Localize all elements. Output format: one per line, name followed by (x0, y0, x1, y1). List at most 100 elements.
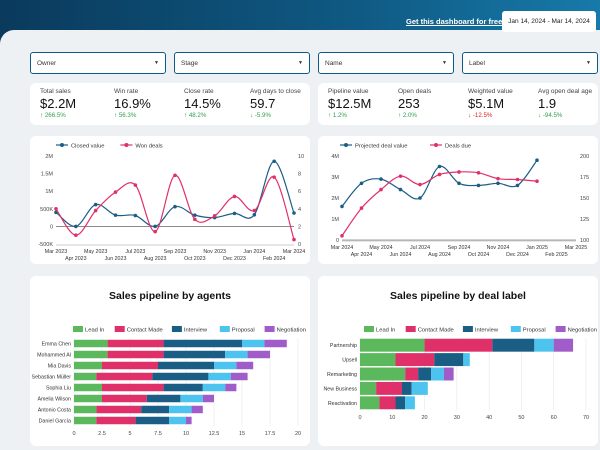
x-tick-label: Jun 2024 (390, 252, 412, 258)
data-point (173, 173, 177, 178)
data-point (74, 233, 78, 237)
kpi-value: $5.1M (468, 96, 505, 111)
x-tick-label: Jun 2023 (105, 256, 127, 262)
y-tick-right: 4 (298, 207, 301, 213)
y-tick-left: 1M (331, 217, 339, 223)
arrow-down-icon: ↓ (250, 112, 254, 119)
data-point (153, 224, 157, 229)
series-line (341, 171, 538, 237)
get-dashboard-link[interactable]: Get this dashboard for free (406, 17, 503, 26)
kpi-delta: ↓ -94.5% (538, 112, 563, 119)
legend-swatch (73, 326, 83, 332)
chevron-down-icon: ▼ (154, 60, 159, 66)
y-tick-right: 100 (580, 238, 589, 244)
legend-swatch (462, 326, 473, 332)
bar-segment (74, 383, 102, 392)
x-tick-label: Oct 2024 (468, 252, 490, 258)
legend-label: Proposal (232, 328, 255, 334)
x-tick-label: 50 (518, 415, 524, 421)
arrow-down-icon: ↓ (468, 112, 472, 119)
bar-segment (74, 405, 97, 414)
data-point (54, 207, 58, 211)
x-tick-label: Jul 2024 (410, 245, 430, 251)
y-tick-right: 0 (298, 242, 301, 248)
bar-segment (424, 338, 493, 352)
data-point (252, 208, 257, 213)
date-range-picker[interactable]: Jan 14, 2024 - Mar 14, 2024 (502, 11, 596, 32)
category-label: Emma Chen (42, 342, 71, 348)
x-tick-label: Apr 2024 (351, 252, 373, 258)
bar-segment (379, 396, 396, 410)
kpi-value: 253 (398, 96, 420, 111)
category-label: Remarketing (327, 372, 357, 378)
kpi-delta: ↑ 266.5% (40, 112, 66, 119)
data-point (359, 181, 364, 186)
legend-label: Lead In (85, 328, 104, 334)
bar-segment (107, 339, 164, 348)
data-point (340, 234, 344, 238)
bar-segment (107, 350, 164, 359)
legend-swatch (264, 326, 275, 332)
kpi-win-rate: Win rate 16.9% ↑ 56.3% (114, 88, 151, 119)
projected-value-line-chart: Projected deal value Deals due 4M 3M 2M 1M 0 20… (331, 143, 589, 258)
y-tick-left: 0 (50, 224, 53, 230)
data-point (113, 213, 118, 217)
x-tick-label: Sep 2023 (164, 249, 187, 255)
category-label: Sophia Liu (46, 386, 71, 392)
projected-value-chart-card: Projected deal value Deals due 4M 3M 2M 1M 0 20… (318, 136, 598, 264)
legend-label: Interview (475, 328, 499, 334)
x-tick-label: 17.5 (265, 431, 276, 437)
category-label: Upsell (342, 358, 357, 364)
bar-segment (405, 367, 419, 381)
x-tick-label: 0 (358, 415, 361, 421)
kpi-label: Avg days to close (250, 88, 301, 95)
bar-segment (141, 405, 170, 414)
x-tick-label: Nov 2023 (203, 249, 226, 255)
bar-segment (102, 394, 147, 403)
x-tick-label: 2.5 (98, 431, 106, 437)
closed-value-chart-card: Closed value Won deals 2M 1.5M 1M 500K 0 -500K 1… (30, 136, 310, 264)
data-point (496, 176, 500, 181)
label-filter[interactable]: Label ▼ (462, 52, 598, 74)
name-filter[interactable]: Name ▼ (318, 52, 454, 74)
bar-segment (202, 383, 226, 392)
bar-segment (225, 350, 248, 359)
data-point (54, 210, 58, 215)
bar-segment (443, 367, 454, 381)
stage-filter[interactable]: Stage ▼ (174, 52, 310, 74)
bar-segment (492, 338, 535, 352)
bar-segment (225, 383, 237, 392)
bar-segment (180, 394, 203, 403)
kpi-delta: ↑ 56.3% (114, 112, 137, 119)
data-point (457, 181, 461, 186)
bar-segment (360, 396, 380, 410)
legend-label: Closed value (71, 143, 105, 149)
bar-segment (158, 361, 214, 370)
dashboard-header: Get this dashboard for free Jan 14, 2024… (0, 0, 600, 46)
bar-segment (236, 361, 254, 370)
y-tick-left: 1M (45, 189, 53, 195)
category-label: Sebastian Müller (32, 375, 72, 381)
chevron-down-icon: ▼ (586, 60, 591, 66)
stage-filter-label: Stage (181, 59, 198, 67)
x-tick-label: Sep 2024 (448, 245, 471, 251)
x-tick-label: Jan 2024 (243, 249, 265, 255)
legend-swatch (405, 326, 416, 332)
bar-segment (395, 396, 406, 410)
bar-segment (360, 338, 425, 352)
kpi-total-sales: Total sales $2.2M ↑ 266.5% (40, 88, 76, 119)
bar-segment (214, 361, 237, 370)
y-tick-right: 175 (580, 175, 589, 181)
legend-swatch (114, 326, 125, 332)
pipeline-by-agents-card: Sales pipeline by agents Lead In Contact … (30, 276, 310, 446)
x-tick-label: 20 (295, 431, 301, 437)
bar-segment (186, 416, 192, 425)
kpi-avg-days-to-close: Avg days to close 59.7 ↓ -5.9% (250, 88, 301, 119)
x-tick-label: 10 (389, 415, 395, 421)
legend-marker (434, 143, 438, 147)
data-point (133, 213, 138, 218)
y-tick-left: 1.5M (41, 172, 54, 178)
y-tick-left: 4M (331, 154, 339, 160)
bar-segment (405, 396, 415, 410)
owner-filter[interactable]: Owner ▼ (30, 52, 166, 74)
